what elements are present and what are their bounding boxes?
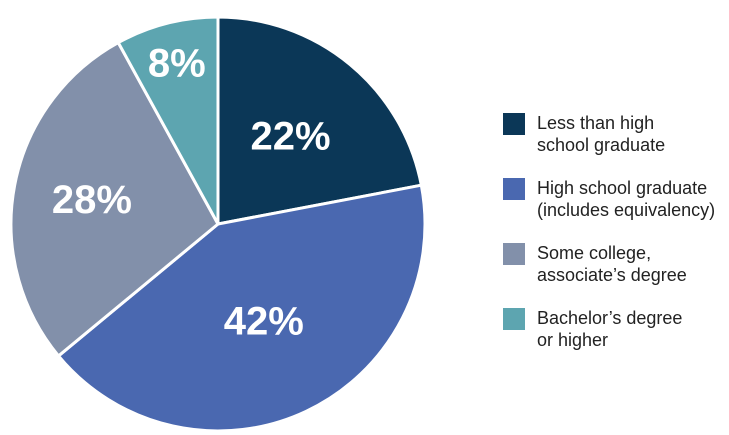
legend-label-2-line-1: High school graduate [537,178,707,198]
pie-data-labels: 22% 42% 28% 8% [52,42,331,344]
data-label-1: 22% [251,114,331,158]
legend-label-2-line-2: (includes equivalency) [537,200,715,220]
legend-label-1-line-2: school graduate [537,135,665,155]
legend-label-3-line-1: Some college, [537,243,651,263]
pie-slice-3 [9,41,220,358]
legend-swatch-3 [503,243,525,265]
legend-swatch-4 [503,308,525,330]
data-label-3: 28% [52,178,132,222]
legend-label-4-line-1: Bachelor’s degree [537,308,682,328]
pie-slice-1 [216,15,423,226]
data-label-2: 42% [224,299,304,343]
legend-swatch-2 [503,178,525,200]
pie-slice-4 [116,15,220,226]
legend-label-3-line-2: associate’s degree [537,265,687,285]
legend-label-4-line-2: or higher [537,330,608,350]
pie-slices [9,15,427,433]
legend-label-1-line-1: Less than high [537,113,654,133]
legend-entry-2: High school graduate(includes equivalenc… [503,178,715,220]
data-label-4: 8% [148,42,206,86]
pie-slice-2 [57,183,427,433]
legend-entry-3: Some college,associate’s degree [503,243,687,285]
legend-swatch-1 [503,113,525,135]
